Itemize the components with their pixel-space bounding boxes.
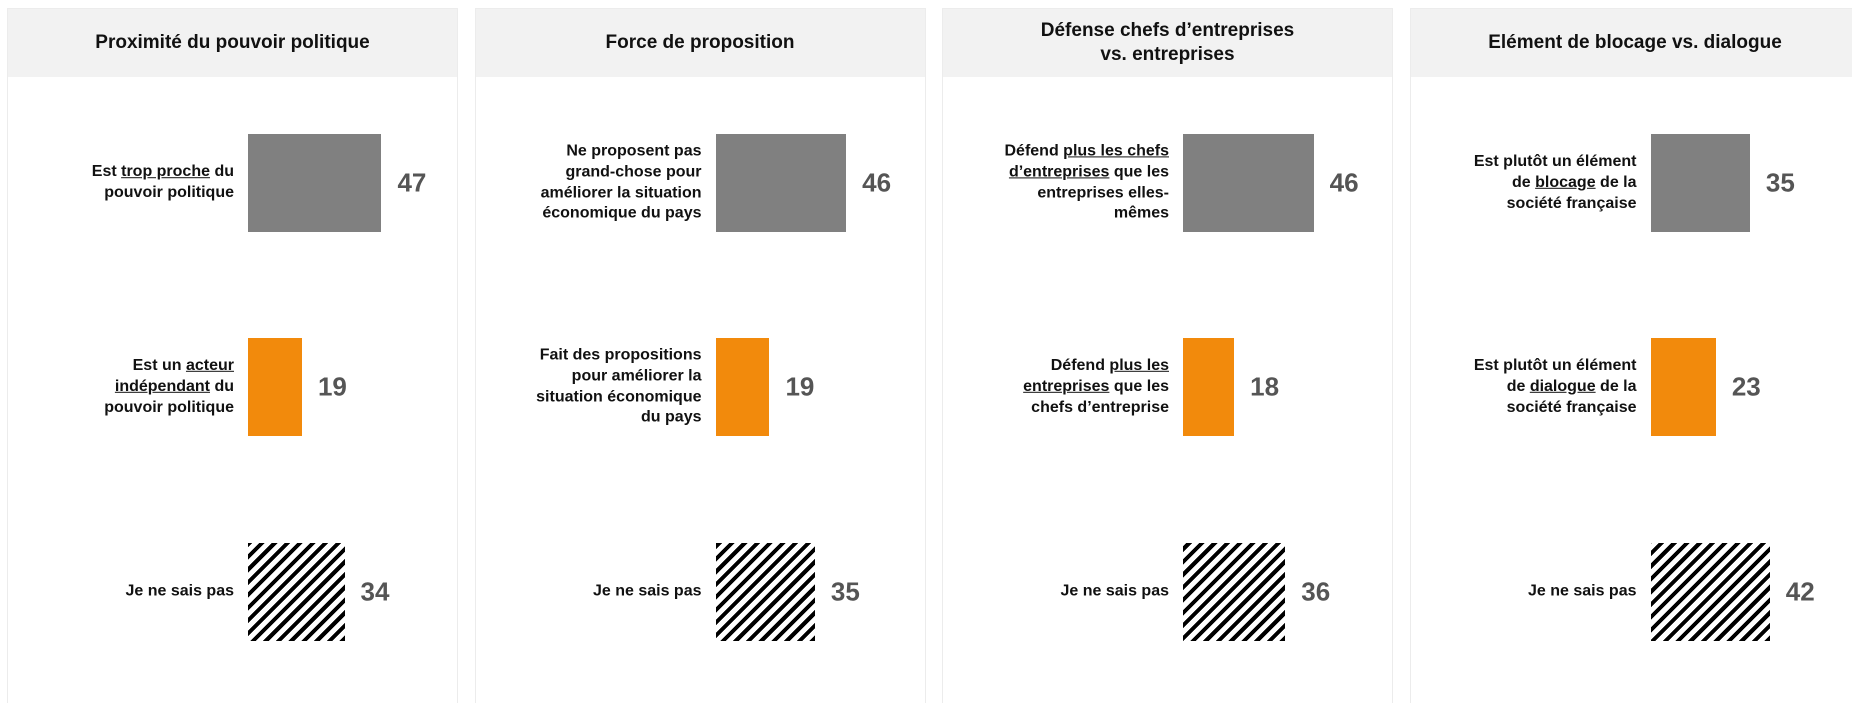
chart-title: Force de proposition: [475, 9, 925, 77]
category-label: Je ne sais pas: [1527, 582, 1637, 600]
bar: [715, 134, 847, 232]
value-label: 46: [862, 167, 892, 198]
bar: [715, 543, 815, 641]
chart-panel: Défense chefs d’entreprises vs. entrepri…: [942, 8, 1393, 703]
category-label: Est trop proche du pouvoir politique: [91, 163, 234, 201]
bar: [248, 543, 345, 641]
underlined-text: plus les entreprises: [1023, 356, 1169, 395]
bar: [1183, 134, 1314, 232]
bar: [1183, 543, 1286, 641]
category-label: Fait des propositions pour améliorer la …: [536, 346, 702, 426]
bar: [1650, 134, 1750, 232]
underlined-text: plus les chefs d’entreprises: [1008, 142, 1169, 181]
category-label: Je ne sais pas: [1060, 582, 1169, 600]
category-label: Ne proposent pas grand-chose pour amélio…: [540, 142, 702, 222]
underlined-text: blocage: [1535, 173, 1596, 191]
category-label: Est un acteur indépendant du pouvoir pol…: [104, 356, 234, 416]
underlined-text: acteur indépendant: [114, 356, 234, 395]
bar: [248, 338, 302, 436]
chart-panel: Elément de blocage vs. dialogue Est plutô…: [1409, 8, 1852, 703]
bar: [715, 338, 770, 436]
value-label: 35: [1765, 167, 1795, 198]
chart-panel: Proximité du pouvoir politique Est trop p…: [7, 8, 458, 703]
category-label: Défend plus les chefs d’entreprises que …: [1004, 142, 1170, 222]
value-label: 23: [1731, 371, 1761, 402]
chart-title: Défense chefs d’entreprises vs. entrepri…: [943, 9, 1392, 77]
category-label: Est plutôt un élément de blocage de la s…: [1473, 152, 1637, 212]
underlined-text: trop proche: [121, 163, 210, 181]
value-label: 18: [1250, 371, 1280, 402]
category-label: Défend plus les entreprises que les chef…: [1023, 356, 1169, 416]
value-label: 46: [1329, 167, 1359, 198]
chart-panel: Force de proposition Ne proposent pas gra…: [474, 8, 926, 703]
chart-title: Elément de blocage vs. dialogue: [1410, 9, 1852, 77]
category-label: Je ne sais pas: [125, 582, 234, 600]
value-label: 35: [830, 576, 860, 607]
bar: [1183, 338, 1235, 436]
value-label: 36: [1301, 576, 1331, 607]
underlined-text: dialogue: [1529, 377, 1596, 395]
bar: [248, 134, 382, 232]
value-label: 19: [317, 371, 347, 402]
value-label: 19: [785, 371, 815, 402]
value-label: 42: [1785, 576, 1815, 607]
category-label: Est plutôt un élément de dialogue de la …: [1473, 356, 1637, 416]
category-label: Je ne sais pas: [592, 582, 702, 600]
value-label: 34: [360, 576, 390, 607]
chart-title: Proximité du pouvoir politique: [8, 9, 457, 77]
bar: [1650, 543, 1770, 641]
value-label: 47: [397, 167, 427, 198]
bar: [1650, 338, 1716, 436]
